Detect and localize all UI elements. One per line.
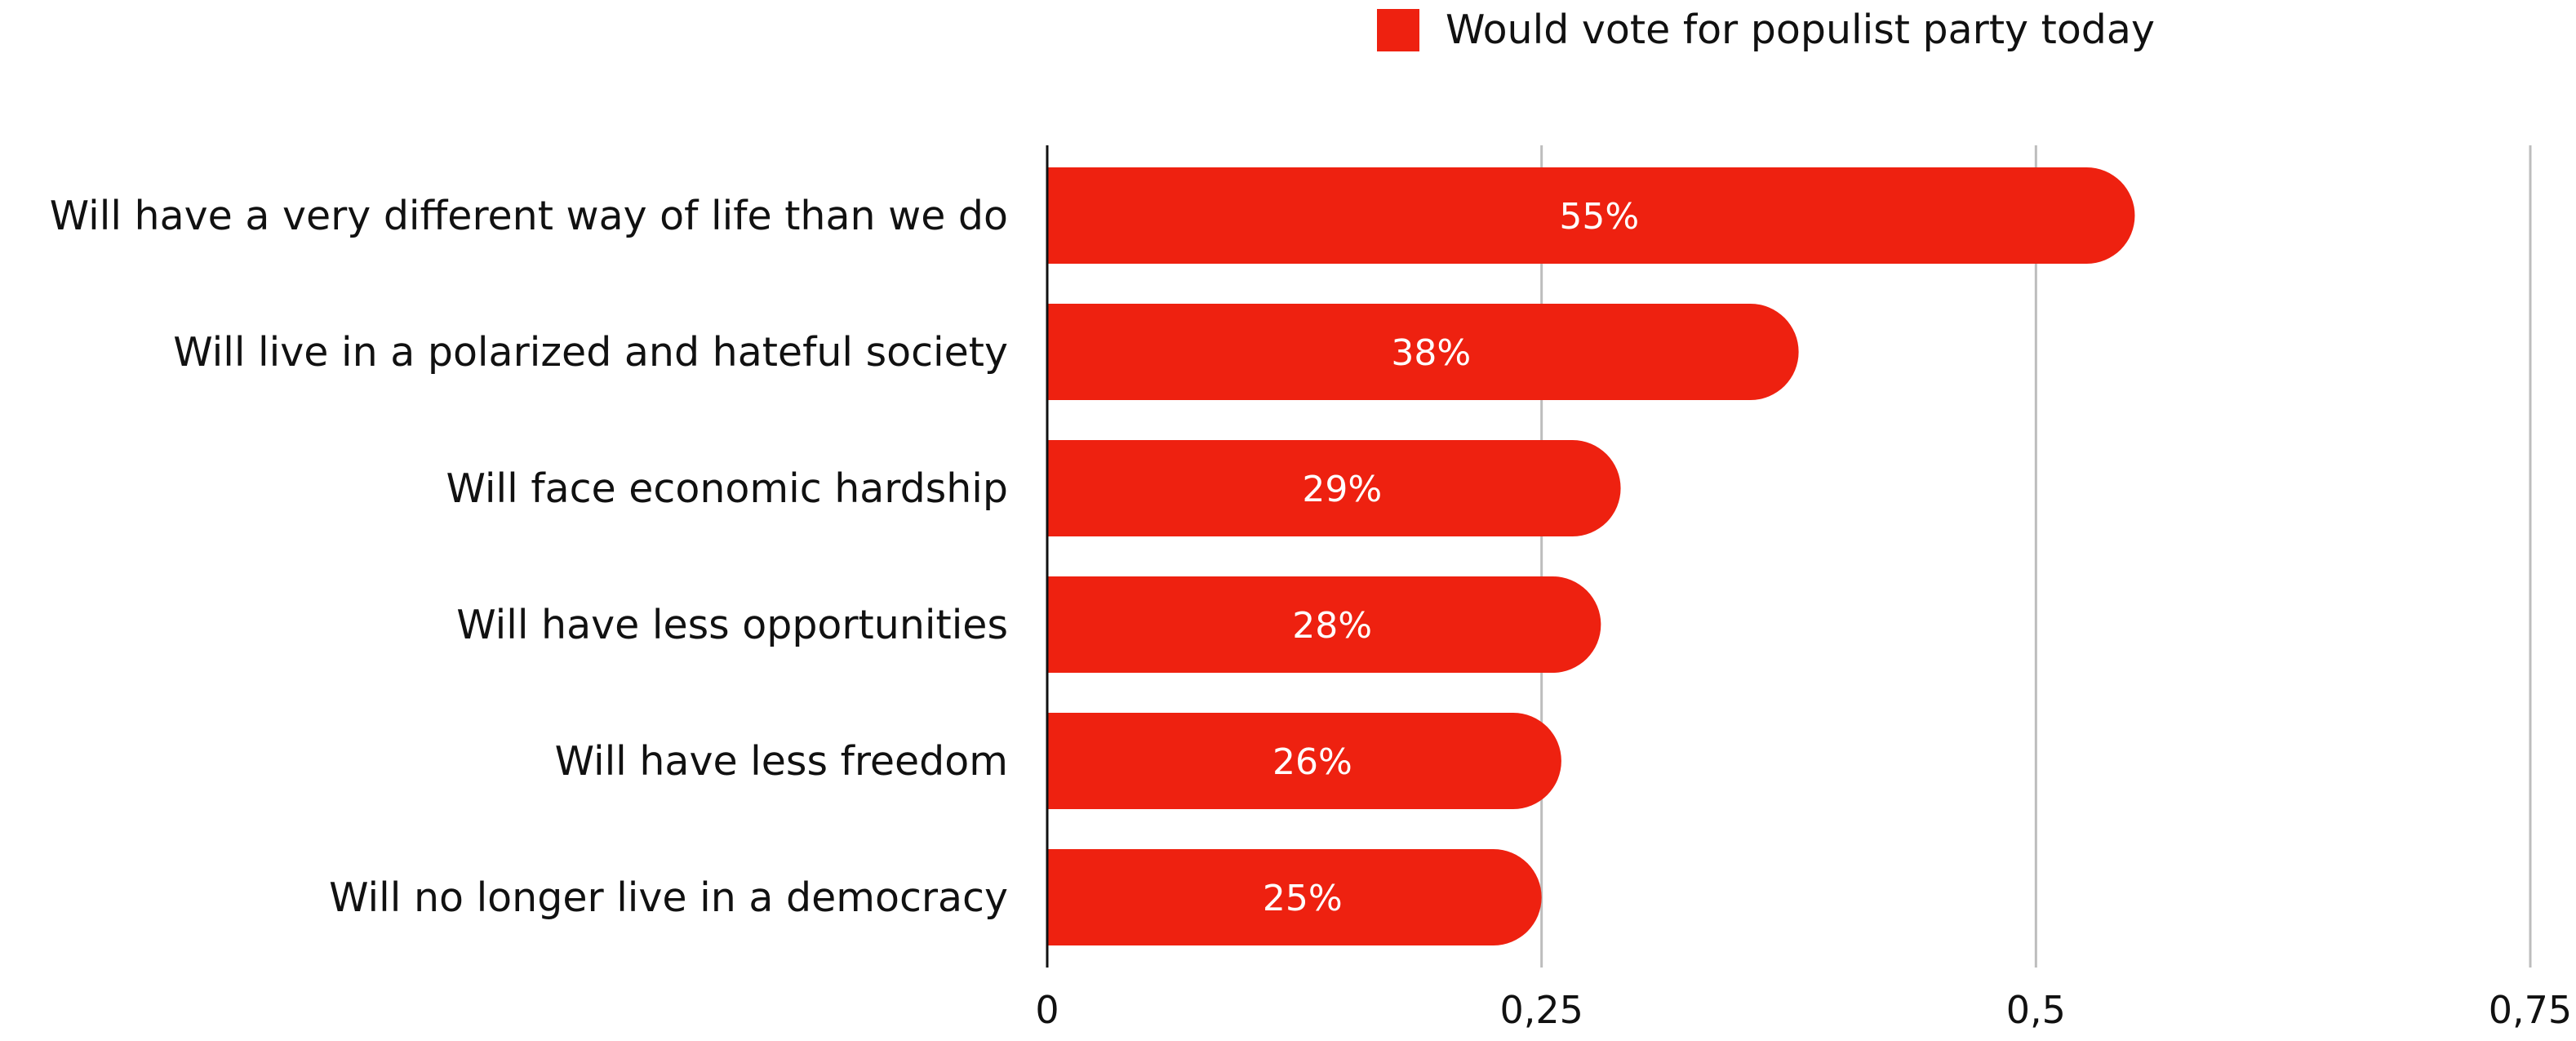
x-tick-label: 0,75 bbox=[2489, 988, 2572, 1032]
bar-value-label: 25% bbox=[1263, 878, 1343, 919]
bar-value-label: 28% bbox=[1292, 605, 1372, 647]
x-tick-label: 0,5 bbox=[2006, 988, 2066, 1032]
category-label: Will have a very different way of life t… bbox=[50, 193, 1008, 239]
bar bbox=[1047, 304, 1799, 401]
bar bbox=[1047, 440, 1621, 536]
x-tick-label: 0 bbox=[1035, 988, 1059, 1032]
x-tick-label: 0,25 bbox=[1499, 988, 1583, 1032]
bars: 55% 38% 29% 28% 26% 25% bbox=[1047, 167, 2135, 945]
category-label: Will live in a polarized and hateful soc… bbox=[173, 329, 1008, 376]
category-label: Will have less freedom bbox=[555, 738, 1008, 785]
legend: Would vote for populist party today bbox=[1377, 7, 2155, 53]
legend-label: Would vote for populist party today bbox=[1446, 7, 2155, 53]
bar-value-label: 55% bbox=[1559, 196, 1639, 238]
bar-value-label: 29% bbox=[1302, 469, 1382, 510]
category-label: Will have less opportunities bbox=[456, 602, 1008, 648]
bar-value-label: 26% bbox=[1272, 741, 1352, 783]
category-label: Will no longer live in a democracy bbox=[329, 874, 1008, 921]
axes: Will have a very different way of life t… bbox=[50, 145, 2572, 1032]
gridlines bbox=[1540, 145, 2532, 968]
bar bbox=[1047, 849, 1542, 945]
category-label: Will face economic hardship bbox=[446, 465, 1008, 512]
bar bbox=[1047, 713, 1561, 809]
bar-value-label: 38% bbox=[1391, 332, 1471, 374]
legend-swatch bbox=[1377, 9, 1419, 51]
bar bbox=[1047, 167, 2135, 264]
bar bbox=[1047, 576, 1601, 673]
